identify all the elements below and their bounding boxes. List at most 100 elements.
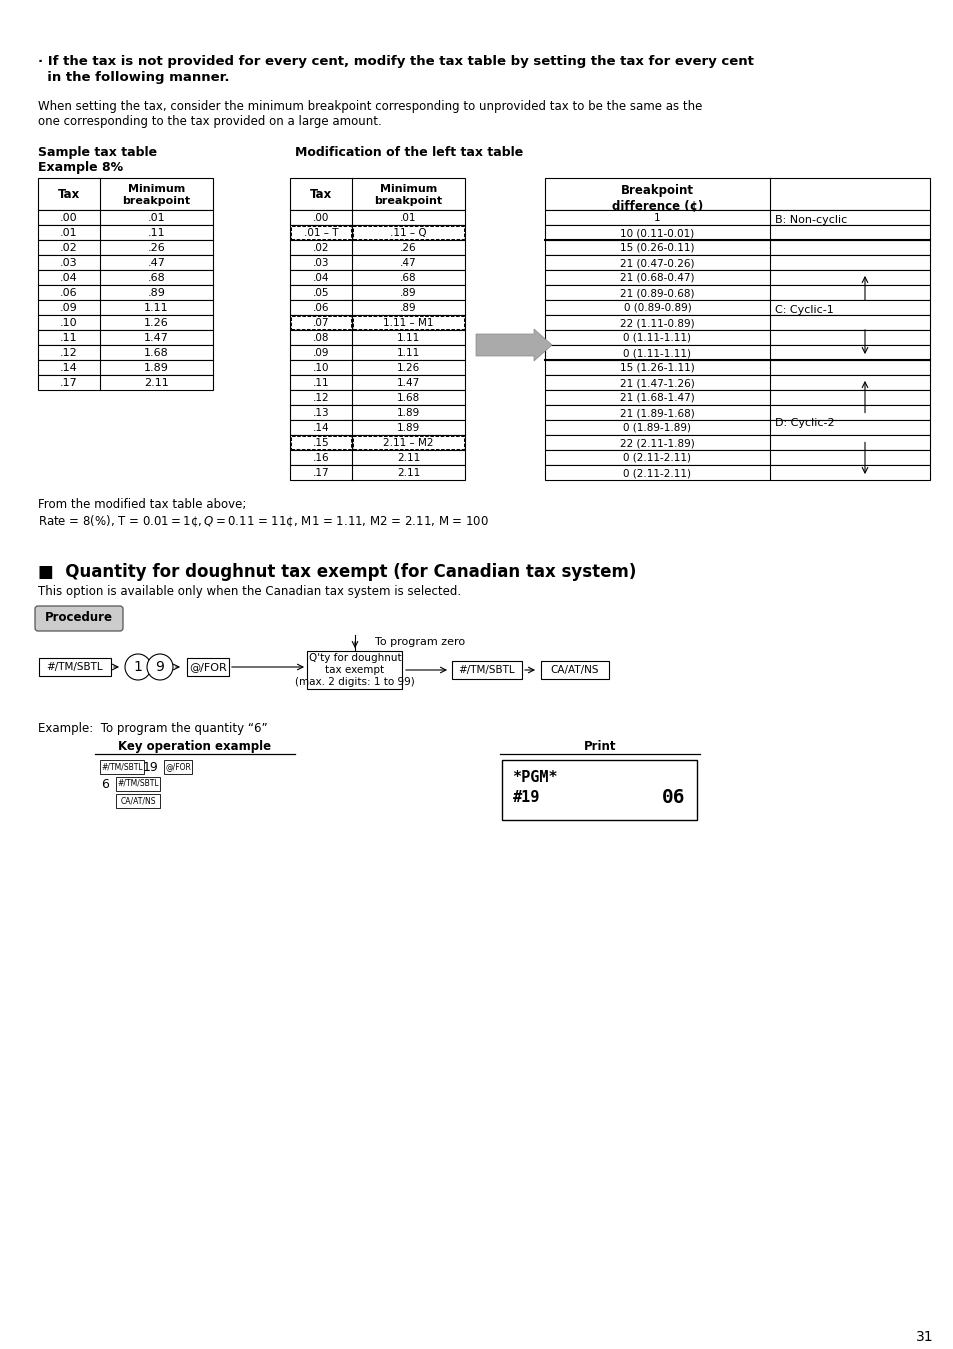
Text: .12: .12	[60, 348, 78, 357]
Text: #/TM/SBTL: #/TM/SBTL	[47, 662, 103, 672]
Text: #/TM/SBTL: #/TM/SBTL	[117, 778, 158, 788]
Text: .68: .68	[148, 272, 165, 283]
Bar	[290, 210, 464, 225]
Text: @/FOR: @/FOR	[165, 762, 191, 772]
FancyArrow shape	[476, 329, 552, 362]
Text: 0 (1.89-1.89): 0 (1.89-1.89)	[623, 424, 691, 433]
Text: 1.89: 1.89	[396, 407, 419, 418]
Text: 0 (2.11-2.11): 0 (2.11-2.11)	[623, 468, 691, 478]
Text: .17: .17	[60, 378, 78, 389]
Text: .04: .04	[60, 272, 78, 283]
Text: 1.89: 1.89	[396, 424, 419, 433]
Bar	[290, 225, 464, 240]
Bar	[38, 331, 213, 345]
Text: 1.26: 1.26	[144, 318, 169, 328]
Text: 0 (1.11-1.11): 0 (1.11-1.11)	[623, 333, 691, 343]
Text: B: Non-cyclic: B: Non-cyclic	[774, 214, 846, 225]
Bar	[544, 299, 929, 316]
Text: C: Cyclic-1: C: Cyclic-1	[774, 305, 833, 316]
Text: CA/AT/NS: CA/AT/NS	[120, 796, 155, 805]
Bar	[353, 436, 463, 449]
Bar	[290, 434, 464, 451]
Text: .01: .01	[148, 213, 165, 223]
Text: Modification of the left tax table: Modification of the left tax table	[294, 146, 522, 159]
Bar	[544, 255, 929, 270]
Bar	[290, 390, 464, 405]
Text: .16: .16	[313, 453, 329, 463]
Text: .12: .12	[313, 393, 329, 403]
Text: #19: #19	[512, 791, 539, 805]
Text: .13: .13	[313, 407, 329, 418]
Text: one corresponding to the tax provided on a large amount.: one corresponding to the tax provided on…	[38, 115, 381, 128]
Bar	[544, 285, 929, 299]
Text: From the modified tax table above;: From the modified tax table above;	[38, 498, 246, 511]
Bar	[38, 285, 213, 299]
Bar	[290, 360, 464, 375]
Text: Print: Print	[583, 741, 616, 753]
Text: .01 – T: .01 – T	[303, 228, 338, 237]
Bar	[544, 420, 929, 434]
Text: *PGM*: *PGM*	[512, 770, 558, 785]
Text: Tax: Tax	[58, 188, 80, 201]
Text: 2.11: 2.11	[144, 378, 169, 389]
Text: .07: .07	[313, 318, 329, 328]
Text: 06: 06	[661, 788, 685, 807]
Bar	[544, 465, 929, 480]
Bar	[290, 465, 464, 480]
Text: CA/AT/NS: CA/AT/NS	[550, 665, 598, 674]
Bar	[39, 658, 111, 676]
Text: .10: .10	[60, 318, 78, 328]
Text: Rate = 8(%), T = $0.01 = 1¢, Q = $0.11 = 11¢, M1 = 1.11, M2 = 2.11, M = 100: Rate = 8(%), T = $0.01 = 1¢, Q = $0.11 =…	[38, 513, 489, 529]
Text: .47: .47	[148, 258, 165, 268]
Text: 9: 9	[155, 660, 164, 674]
Bar	[290, 270, 464, 285]
Text: .02: .02	[313, 243, 329, 254]
Text: Procedure: Procedure	[45, 611, 112, 625]
Text: .89: .89	[399, 304, 416, 313]
Text: 0 (2.11-2.11): 0 (2.11-2.11)	[623, 453, 691, 463]
Bar	[544, 434, 929, 451]
Text: .09: .09	[60, 304, 78, 313]
Bar	[38, 299, 213, 316]
Bar	[290, 420, 464, 434]
Text: Key operation example: Key operation example	[118, 741, 272, 753]
Text: .00: .00	[60, 213, 78, 223]
Bar	[544, 360, 929, 375]
Text: .01: .01	[60, 228, 78, 237]
Text: 1.26: 1.26	[396, 363, 419, 374]
Bar	[38, 270, 213, 285]
Bar	[544, 316, 929, 331]
Text: 1.11: 1.11	[144, 304, 169, 313]
Text: 0 (1.11-1.11): 0 (1.11-1.11)	[623, 348, 691, 357]
Text: 0 (0.89-0.89): 0 (0.89-0.89)	[623, 304, 691, 313]
Text: 22 (1.11-0.89): 22 (1.11-0.89)	[619, 318, 694, 328]
Text: .47: .47	[399, 258, 416, 268]
Bar	[353, 227, 463, 239]
Bar	[291, 227, 351, 239]
Text: 21 (1.89-1.68): 21 (1.89-1.68)	[619, 407, 694, 418]
Text: · If the tax is not provided for every cent, modify the tax table by setting the: · If the tax is not provided for every c…	[38, 55, 753, 67]
Text: Minimum
breakpoint: Minimum breakpoint	[374, 183, 442, 206]
Bar	[290, 375, 464, 390]
Bar	[290, 405, 464, 420]
Text: 1: 1	[133, 660, 142, 674]
Text: 1.68: 1.68	[144, 348, 169, 357]
Bar	[38, 240, 213, 255]
Text: .15: .15	[313, 438, 329, 448]
Text: 1.11: 1.11	[396, 348, 419, 357]
Bar	[353, 316, 463, 329]
Text: D: Cyclic-2: D: Cyclic-2	[774, 417, 834, 428]
Bar	[290, 331, 464, 345]
Text: 1.47: 1.47	[396, 378, 419, 389]
Text: .03: .03	[313, 258, 329, 268]
Bar	[38, 375, 213, 390]
Text: in the following manner.: in the following manner.	[38, 71, 230, 84]
Bar	[38, 178, 213, 210]
Text: 10 (0.11-0.01): 10 (0.11-0.01)	[619, 228, 694, 237]
Bar	[544, 405, 929, 420]
Text: .00: .00	[313, 213, 329, 223]
Text: Q'ty for doughnut
tax exempt
(max. 2 digits: 1 to 99): Q'ty for doughnut tax exempt (max. 2 dig…	[294, 653, 415, 687]
Bar	[291, 436, 351, 449]
Circle shape	[147, 654, 172, 680]
Text: 15 (0.26-0.11): 15 (0.26-0.11)	[619, 243, 694, 254]
